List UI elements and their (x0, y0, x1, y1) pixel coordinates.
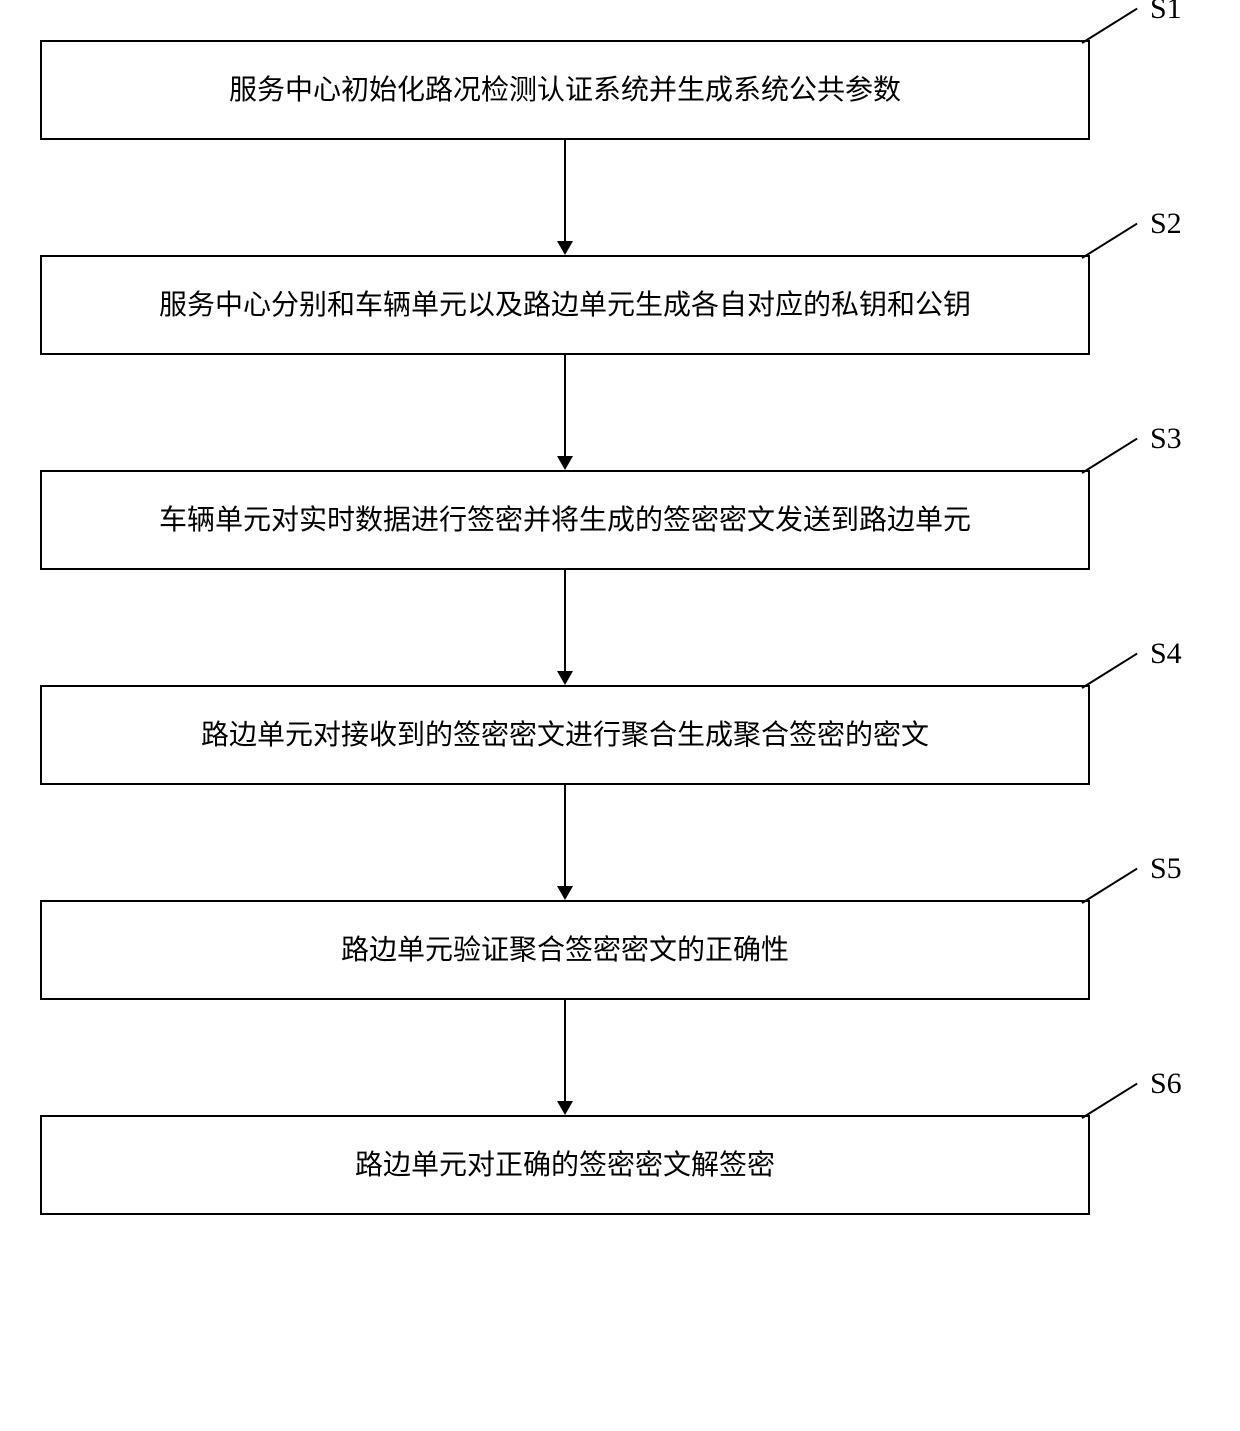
arrow-head-icon (557, 456, 573, 470)
step-box-s3: 车辆单元对实时数据进行签密并将生成的签密密文发送到路边单元 (40, 470, 1090, 570)
arrow-line (564, 1000, 566, 1101)
arrow-s1-to-s2 (40, 140, 1090, 255)
step-text: 路边单元对接收到的签密密文进行聚合生成聚合签密的密文 (201, 715, 929, 754)
step-label-s4: S4 (1150, 637, 1182, 671)
step-row-s3: 车辆单元对实时数据进行签密并将生成的签密密文发送到路边单元S3 (40, 470, 1200, 570)
step-row-s1: 服务中心初始化路况检测认证系统并生成系统公共参数S1 (40, 40, 1200, 140)
callout-line (1081, 8, 1137, 44)
arrow-s4-to-s5 (40, 785, 1090, 900)
arrow-head-icon (557, 886, 573, 900)
step-label-s1: S1 (1150, 0, 1182, 26)
step-row-s6: 路边单元对正确的签密密文解签密S6 (40, 1115, 1200, 1215)
arrow-head-icon (557, 1101, 573, 1115)
arrow-s3-to-s4 (40, 570, 1090, 685)
flowchart-container: 服务中心初始化路况检测认证系统并生成系统公共参数S1 服务中心分别和车辆单元以及路… (40, 40, 1200, 1215)
step-box-s1: 服务中心初始化路况检测认证系统并生成系统公共参数 (40, 40, 1090, 140)
arrow-s5-to-s6 (40, 1000, 1090, 1115)
step-label-s6: S6 (1150, 1067, 1182, 1101)
arrow-s2-to-s3 (40, 355, 1090, 470)
step-box-s5: 路边单元验证聚合签密密文的正确性 (40, 900, 1090, 1000)
step-row-s4: 路边单元对接收到的签密密文进行聚合生成聚合签密的密文S4 (40, 685, 1200, 785)
step-text: 服务中心初始化路况检测认证系统并生成系统公共参数 (229, 70, 901, 109)
arrow-line (564, 570, 566, 671)
step-row-s5: 路边单元验证聚合签密密文的正确性S5 (40, 900, 1200, 1000)
step-row-s2: 服务中心分别和车辆单元以及路边单元生成各自对应的私钥和公钥S2 (40, 255, 1200, 355)
step-label-s3: S3 (1150, 422, 1182, 456)
step-box-s6: 路边单元对正确的签密密文解签密 (40, 1115, 1090, 1215)
step-text: 路边单元验证聚合签密密文的正确性 (341, 930, 789, 969)
arrow-line (564, 785, 566, 886)
step-box-s4: 路边单元对接收到的签密密文进行聚合生成聚合签密的密文 (40, 685, 1090, 785)
arrow-head-icon (557, 671, 573, 685)
step-box-s2: 服务中心分别和车辆单元以及路边单元生成各自对应的私钥和公钥 (40, 255, 1090, 355)
arrow-line (564, 140, 566, 241)
arrow-head-icon (557, 241, 573, 255)
step-text: 服务中心分别和车辆单元以及路边单元生成各自对应的私钥和公钥 (159, 285, 971, 324)
step-text: 路边单元对正确的签密密文解签密 (355, 1145, 775, 1184)
step-label-s2: S2 (1150, 207, 1182, 241)
arrow-line (564, 355, 566, 456)
step-text: 车辆单元对实时数据进行签密并将生成的签密密文发送到路边单元 (159, 500, 971, 539)
step-label-s5: S5 (1150, 852, 1182, 886)
